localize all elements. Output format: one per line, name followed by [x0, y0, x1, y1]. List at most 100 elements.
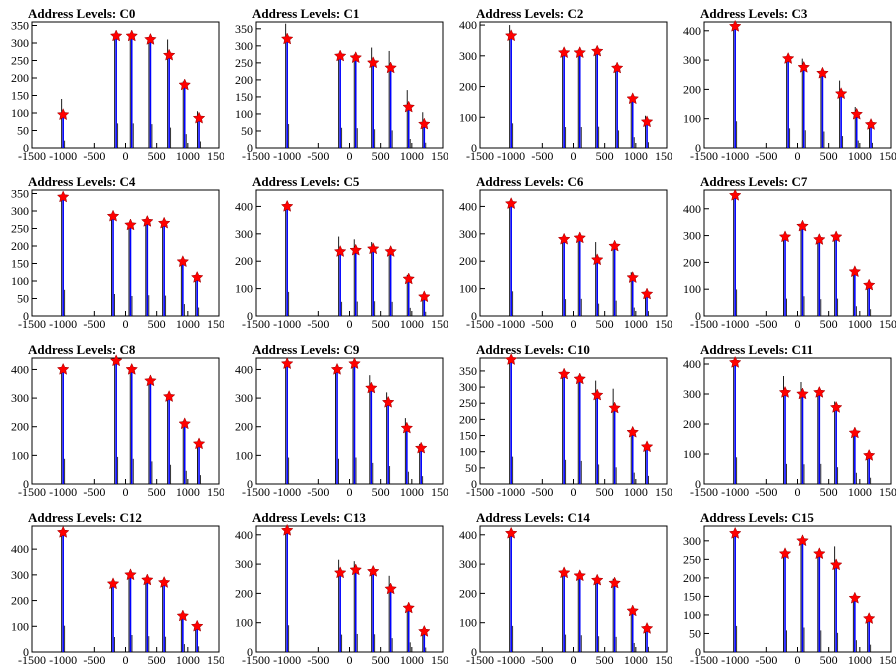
- y-tick-label: 100: [235, 448, 253, 462]
- peak-star-marker: [504, 353, 518, 365]
- y-tick-label: 300: [459, 227, 477, 241]
- peak-star-marker: [728, 188, 742, 201]
- x-tick-label: 0: [571, 485, 577, 499]
- x-tick-label: 1500: [655, 653, 672, 667]
- y-tick-label: 200: [11, 239, 29, 253]
- histogram-chart: 0 100 200 300 400 -1500-1000 -500 0 500 1000 1500: [235, 189, 448, 331]
- peak-star-marker: [848, 265, 862, 278]
- peak-star-marker: [781, 52, 795, 64]
- peak-star-marker: [504, 29, 518, 42]
- histogram-chart: 0 50 100 150 200 250 300 350 -1500 -1000 -500 0 500 1…: [459, 353, 672, 499]
- x-tick-label: -500: [755, 653, 777, 667]
- plot-frame: [31, 189, 220, 317]
- x-tick-label: 1500: [207, 485, 224, 499]
- x-tick-label: 1500: [655, 485, 672, 499]
- peak-star-marker: [813, 385, 826, 398]
- y-tick-label: 0: [23, 477, 29, 491]
- y-tick-label: 350: [11, 187, 29, 201]
- plot-frame: [255, 525, 444, 653]
- y-tick-label: 250: [11, 54, 29, 68]
- peak-star-marker: [366, 564, 380, 577]
- x-tick-label: 1500: [207, 653, 224, 667]
- peak-star-marker: [124, 218, 137, 231]
- y-tick-label: 100: [11, 106, 29, 120]
- peak-star-marker: [280, 523, 294, 536]
- peak-star-marker: [384, 61, 397, 74]
- x-tick-label: 1000: [848, 149, 872, 163]
- peak-star-marker: [176, 255, 190, 268]
- peak-star-marker: [414, 441, 428, 454]
- y-tick-label: 350: [235, 22, 253, 36]
- x-tick-label: -1500: [242, 317, 270, 331]
- chart-title: Address Levels: C14: [476, 510, 590, 525]
- y-tick-label: 0: [695, 645, 701, 659]
- histogram-chart: 0 100 200 300 400 -1500-1000 -500 0 500 1000 1500: [235, 357, 448, 499]
- x-tick-label: 1000: [176, 485, 200, 499]
- plot-frame: [703, 21, 892, 149]
- x-tick-label: 500: [148, 485, 166, 499]
- y-tick-label: 0: [471, 477, 477, 491]
- y-tick-label: 400: [459, 528, 477, 542]
- x-tick-label: -1000: [721, 317, 749, 331]
- histogram-chart: 0 100 200 300 400 -1500-1000 -500 0 500 1000 1500: [459, 189, 672, 331]
- peak-star-marker: [178, 78, 192, 91]
- peak-star-marker: [125, 29, 139, 42]
- x-tick-label: 1000: [400, 317, 424, 331]
- y-tick-label: 0: [471, 309, 477, 323]
- chart-title: Address Levels: C7: [700, 174, 808, 189]
- y-tick-label: 200: [11, 71, 29, 85]
- peak-star-marker: [384, 582, 397, 595]
- peak-star-marker: [402, 601, 416, 614]
- peak-star-marker: [381, 395, 395, 408]
- peak-star-marker: [640, 621, 654, 634]
- x-tick-label: -1000: [273, 653, 301, 667]
- y-tick-label: 50: [241, 124, 253, 138]
- x-tick-label: 500: [820, 317, 838, 331]
- peak-star-marker: [144, 32, 157, 45]
- y-tick-label: 150: [11, 89, 29, 103]
- x-tick-label: -1500: [690, 149, 718, 163]
- x-tick-label: 0: [795, 317, 801, 331]
- chart-title: Address Levels: C5: [252, 174, 360, 189]
- y-tick-label: 350: [11, 19, 29, 33]
- x-tick-label: 0: [795, 485, 801, 499]
- y-tick-label: 200: [235, 73, 253, 87]
- histogram-panel-c15: 0 50 100 150 200 250 300 -1500 -1000 -500 0 500 1000…: [672, 504, 896, 672]
- histogram-chart: 0 50 100 150 200 250 300 -1500 -1000 -500 0 500 1000…: [683, 525, 896, 667]
- peak-star-marker: [848, 426, 862, 439]
- plot-frame: [31, 21, 220, 149]
- y-tick-label: 400: [235, 528, 253, 542]
- y-tick-label: 150: [683, 589, 701, 603]
- y-tick-label: 300: [235, 227, 253, 241]
- x-tick-label: -500: [307, 485, 329, 499]
- y-tick-label: 0: [23, 645, 29, 659]
- histogram-panel-c13: 0 100 200 300 400 -1500-1000 -500 0 500 1000 1500 A…: [224, 504, 448, 672]
- peak-star-marker: [850, 107, 864, 120]
- y-tick-label: 200: [235, 254, 253, 268]
- peak-star-marker: [349, 51, 363, 64]
- plot-frame: [703, 189, 892, 317]
- x-tick-label: 1500: [207, 317, 224, 331]
- y-tick-label: 400: [11, 542, 29, 556]
- histogram-chart: 0 50 100 150 200 250 300 350 -1500 -1000 -500 0 500 1…: [235, 21, 448, 163]
- histogram-panel-c6: 0 100 200 300 400 -1500-1000 -500 0 500 1000 1500 A…: [448, 168, 672, 336]
- peak-star-marker: [813, 547, 826, 560]
- y-tick-label: 100: [235, 616, 253, 630]
- peak-star-marker: [573, 569, 587, 582]
- histogram-chart: 0 50 100 150 200 250 300 350 -1500 -1000 -500 0 500 1…: [11, 19, 224, 164]
- peak-star-marker: [590, 44, 604, 57]
- x-tick-label: 1500: [879, 149, 896, 163]
- y-tick-label: 0: [695, 477, 701, 491]
- peak-star-marker: [333, 49, 347, 62]
- x-tick-label: -1500: [242, 653, 270, 667]
- y-tick-label: 400: [235, 199, 253, 213]
- peak-star-marker: [829, 558, 843, 571]
- y-tick-label: 300: [11, 204, 29, 218]
- x-tick-label: 0: [571, 149, 577, 163]
- y-tick-label: 400: [235, 362, 253, 376]
- x-tick-label: 1000: [624, 485, 648, 499]
- x-tick-label: -500: [755, 149, 777, 163]
- y-tick-label: 200: [683, 82, 701, 96]
- peak-star-marker: [590, 253, 604, 266]
- histogram-chart: 0 100 200 300 400 -1500-1000 -500 0 500 1000 1500: [683, 19, 896, 163]
